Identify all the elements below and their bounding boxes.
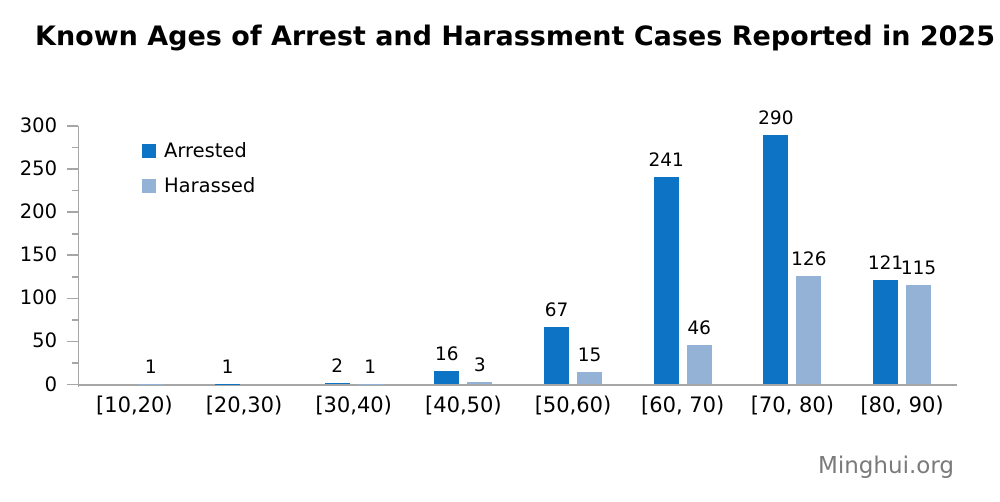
bar-harassed: [905, 285, 931, 385]
y-tick-label: 100: [19, 286, 57, 310]
bar-harassed: [686, 344, 712, 385]
y-major-tick: [67, 125, 78, 127]
bar-harassed: [576, 371, 602, 385]
bar-value-label: 121: [867, 253, 904, 275]
x-tick-label: [70, 80): [750, 393, 834, 417]
bar-value-label: 16: [435, 343, 459, 365]
legend-swatch-arrested: [142, 143, 156, 158]
y-major-tick: [67, 383, 78, 386]
bar-arrested: [653, 176, 679, 385]
bar-harassed: [796, 275, 822, 385]
legend: Arrested Harassed: [142, 139, 256, 210]
legend-label: Arrested: [164, 139, 247, 162]
x-tick-label: [20,30): [205, 393, 283, 417]
x-axis-line: [77, 384, 957, 386]
y-tick-label: 150: [19, 243, 57, 267]
y-axis-line: [77, 126, 80, 387]
bar-harassed: [138, 383, 164, 385]
y-minor-tick: [72, 275, 78, 278]
y-minor-tick: [72, 146, 78, 149]
y-major-tick: [67, 254, 78, 257]
y-minor-tick: [72, 189, 78, 192]
y-major-tick: [67, 168, 78, 170]
legend-item-harassed: Harassed: [142, 174, 256, 197]
y-minor-tick: [72, 232, 78, 235]
x-tick-label: [60, 70): [641, 393, 725, 417]
y-tick-label: 300: [19, 114, 57, 137]
legend-label: Harassed: [164, 174, 256, 197]
legend-swatch-harassed: [142, 178, 156, 193]
bar-arrested: [214, 383, 240, 385]
bar-value-label: 126: [791, 248, 827, 270]
bar-harassed: [357, 383, 383, 385]
bar-value-label: 1: [364, 356, 377, 378]
y-tick-label: 50: [32, 329, 57, 353]
legend-item-arrested: Arrested: [142, 139, 255, 162]
y-tick-label: 200: [19, 200, 57, 224]
chart-title: Known Ages of Arrest and Harassment Case…: [35, 21, 995, 52]
bar-value-label: 1: [144, 356, 157, 378]
bar-value-label: 115: [900, 258, 937, 280]
bar-value-label: 46: [687, 317, 711, 339]
x-tick-label: [40,50): [425, 393, 502, 417]
bar-arrested: [763, 134, 789, 385]
y-minor-tick: [72, 319, 78, 321]
x-tick-label: [10,20): [96, 393, 173, 417]
x-tick-label: [80, 90): [860, 393, 944, 417]
bar-value-label: 241: [648, 149, 684, 171]
bar-arrested: [543, 326, 569, 385]
watermark-text: Minghui.org: [818, 453, 954, 479]
bar-value-label: 15: [577, 344, 602, 366]
x-tick-label: [30,40): [315, 393, 392, 417]
bar-value-label: 67: [544, 299, 569, 321]
y-tick-label: 250: [19, 157, 57, 181]
y-major-tick: [67, 297, 78, 300]
bar-value-label: 1: [221, 356, 234, 378]
y-minor-tick: [72, 362, 78, 364]
bar-value-label: 3: [473, 354, 486, 376]
y-tick-label: 0: [44, 372, 57, 396]
bar-value-label: 2: [331, 355, 344, 377]
y-major-tick: [67, 211, 78, 213]
y-major-tick: [67, 340, 78, 343]
bar-arrested: [324, 382, 350, 385]
bar-harassed: [467, 381, 493, 385]
bar-value-label: 290: [758, 107, 794, 129]
bar-arrested: [434, 370, 460, 385]
x-tick-label: [50,60): [534, 393, 612, 417]
bar-arrested: [872, 280, 898, 385]
